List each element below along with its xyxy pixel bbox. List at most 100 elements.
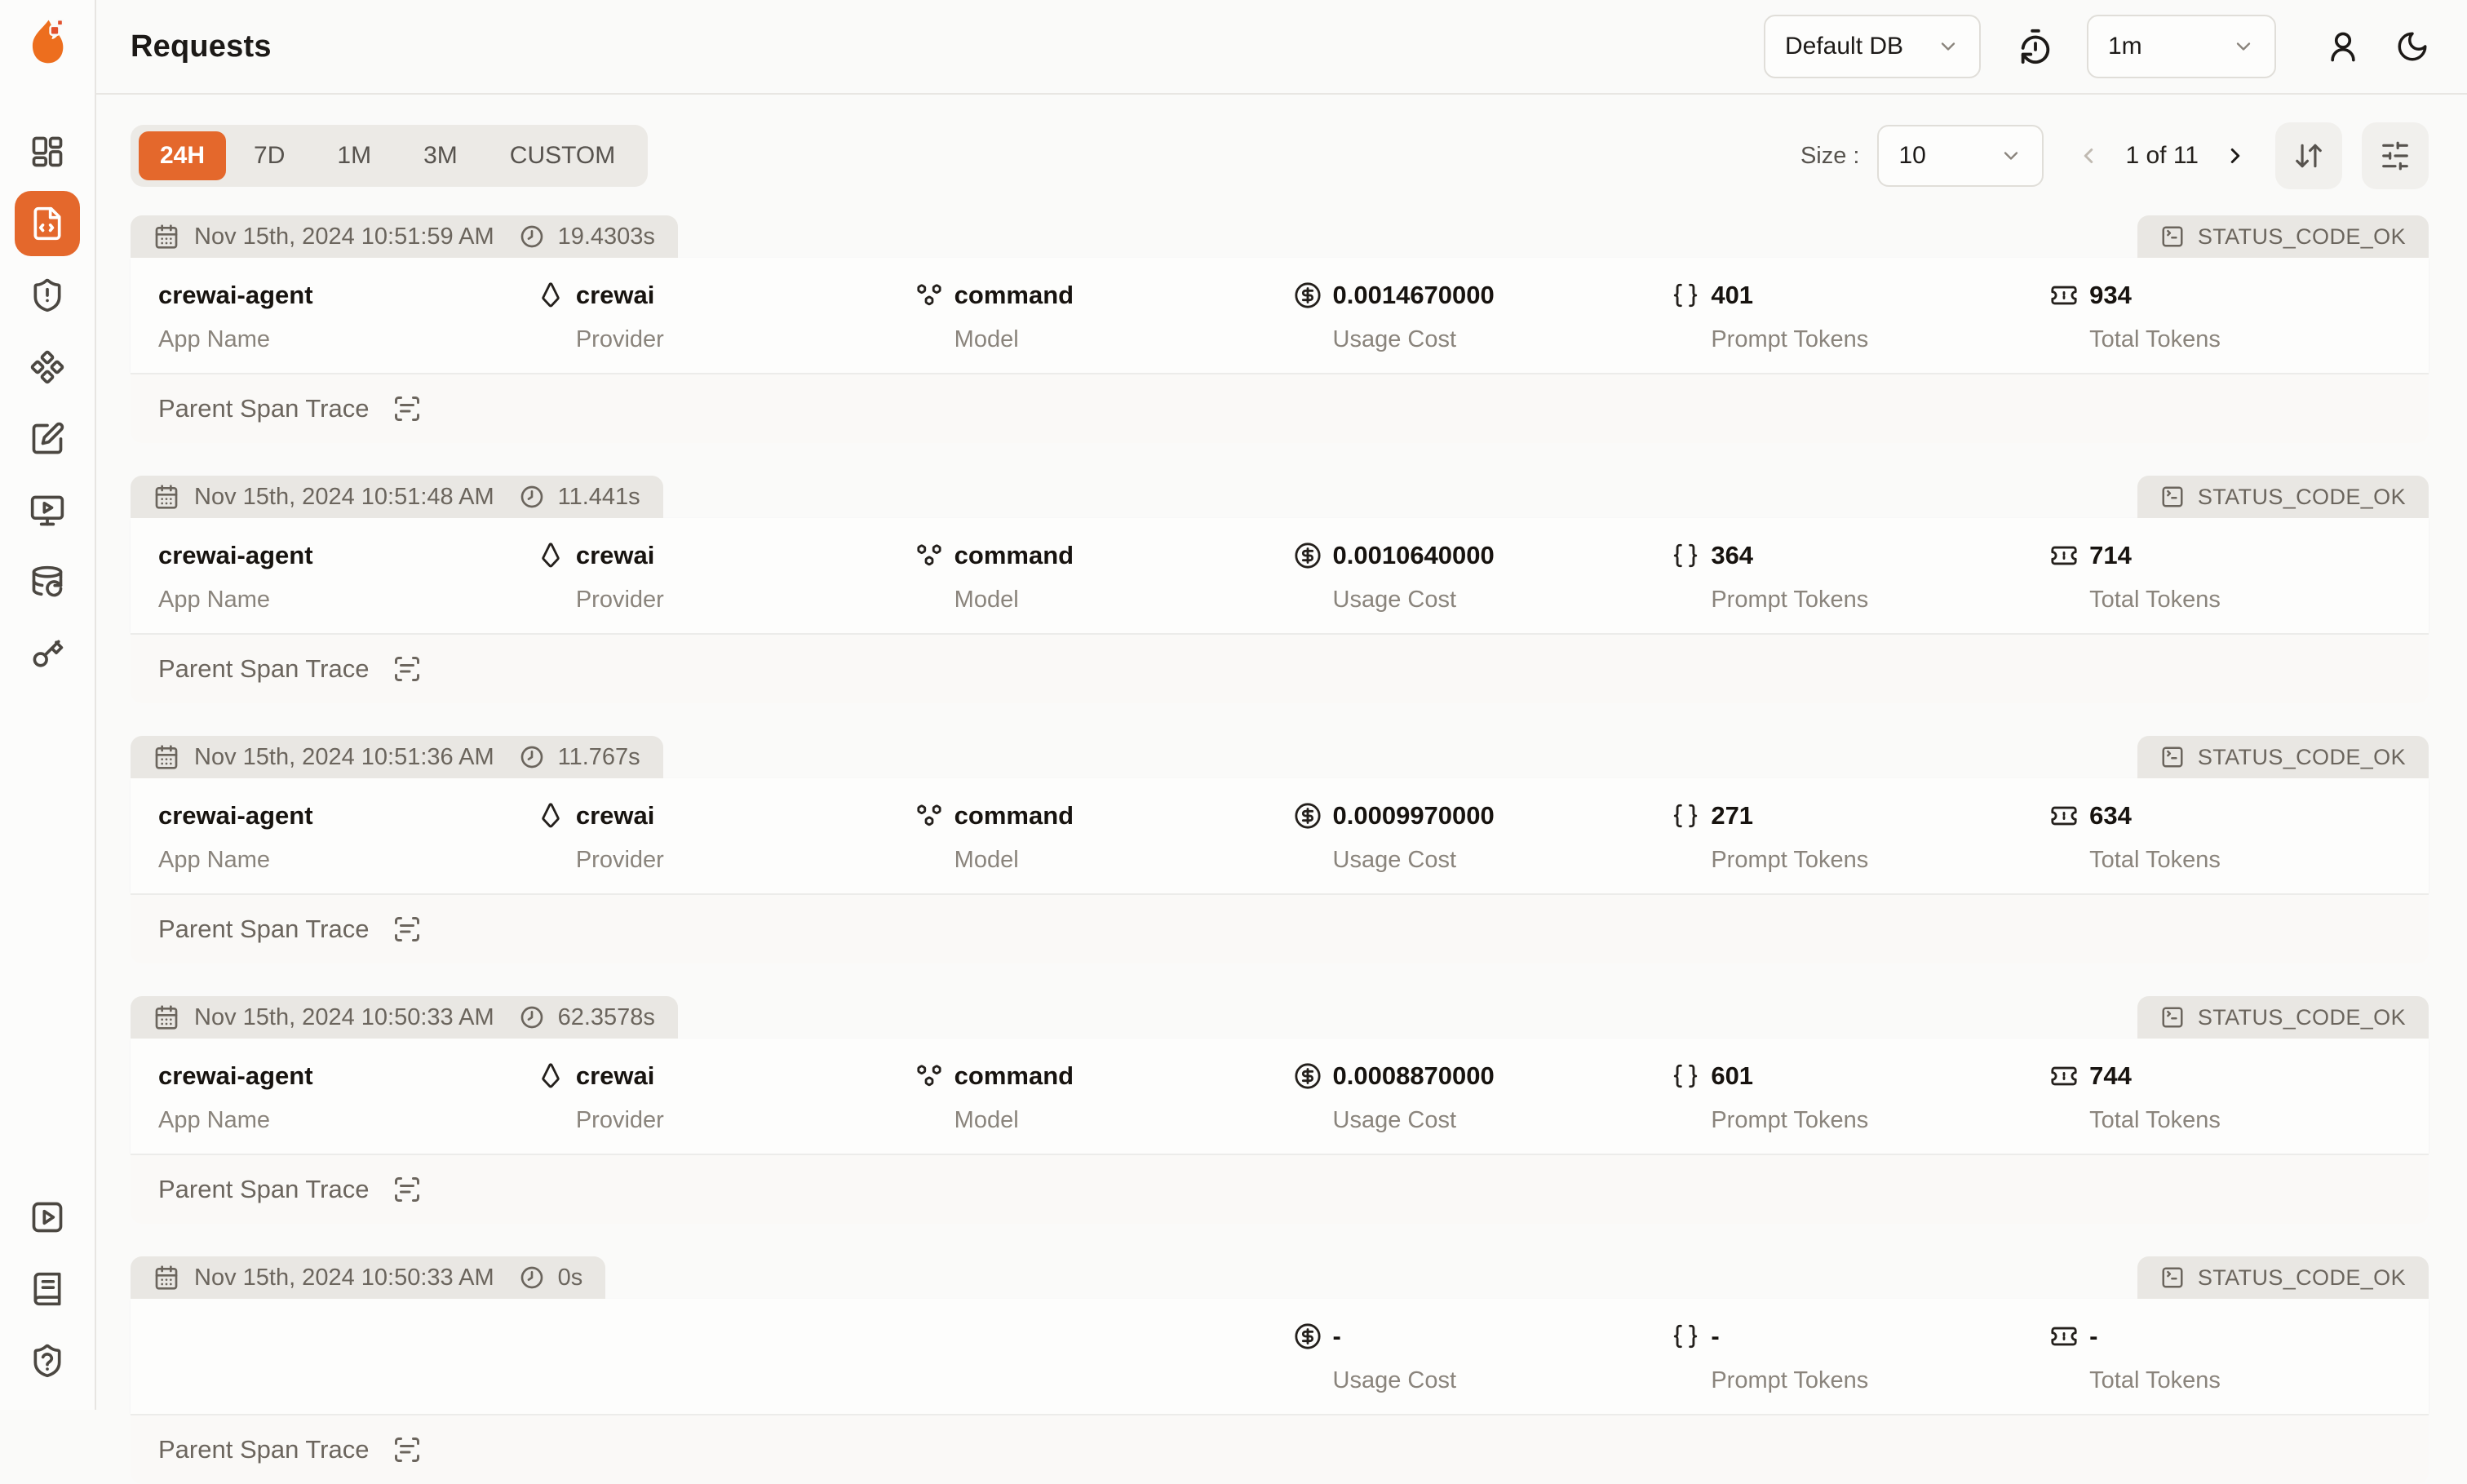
sidebar-item-documentation[interactable] [15, 1253, 80, 1325]
sidebar-item-api-keys[interactable] [15, 618, 80, 690]
page-size-label: Size : [1800, 142, 1860, 169]
request-timestamp-tab: Nov 15th, 2024 10:50:33 AM 62.3578s [131, 996, 678, 1039]
sidebar-item-support[interactable] [15, 1325, 80, 1397]
calendar-icon [153, 1004, 179, 1030]
time-range-custom[interactable]: CUSTOM [509, 142, 616, 169]
parent-span-trace-row: Parent Span Trace [131, 893, 2429, 963]
refresh-interval-value: 1m [2108, 33, 2142, 60]
sort-button[interactable] [2275, 122, 2342, 189]
terminal-icon [2160, 1265, 2198, 1290]
dark-mode-toggle[interactable] [2395, 29, 2429, 64]
chevron-down-icon [1937, 35, 1960, 58]
request-card-body[interactable]: crewai-agent App Name crewai Provider c [131, 518, 2429, 633]
request-timestamp: Nov 15th, 2024 10:50:33 AM [194, 1003, 494, 1030]
parent-span-trace-row: Parent Span Trace [131, 1154, 2429, 1224]
sidebar-item-vault[interactable] [15, 331, 80, 403]
time-range-7d[interactable]: 7D [254, 142, 286, 169]
sidebar-item-playground[interactable] [15, 475, 80, 547]
parent-span-trace-row: Parent Span Trace [131, 373, 2429, 443]
stat-app-name: crewai-agent App Name [158, 801, 537, 874]
braces-icon [1672, 1322, 1699, 1350]
monitor-play-icon [29, 493, 65, 529]
chevron-right-icon [2223, 144, 2248, 168]
stat-label: Model [954, 326, 1019, 352]
request-card-body[interactable]: crewai-agent App Name crewai Provider c [131, 1039, 2429, 1154]
request-card: Nov 15th, 2024 10:51:48 AM 11.441s STATU… [131, 476, 2429, 703]
braces-icon [1672, 281, 1699, 309]
stat-app-name: crewai-agent App Name [158, 1061, 537, 1134]
sidebar-item-dashboard[interactable] [15, 116, 80, 188]
clock-icon [519, 744, 545, 770]
previous-page-button[interactable] [2076, 144, 2101, 168]
refresh-timer-button[interactable] [2017, 28, 2054, 65]
stat-label: Provider [575, 1107, 664, 1133]
request-timestamp-tab: Nov 15th, 2024 10:51:59 AM 19.4303s [131, 215, 678, 258]
sidebar-item-evaluations[interactable] [15, 403, 80, 475]
dashboard-icon [29, 134, 65, 170]
time-range-24h[interactable]: 24H [139, 131, 227, 180]
request-card-body[interactable]: crewai-agent App Name crewai Provider c [131, 778, 2429, 893]
stat-prompt-tokens: - Prompt Tokens [1672, 1322, 2050, 1394]
stat-total-tokens: 744 Total Tokens [2050, 1061, 2429, 1134]
refresh-interval-select[interactable]: 1m [2087, 15, 2276, 78]
stat-value: crewai [575, 1061, 655, 1090]
ticket-icon [2050, 281, 2078, 309]
sidebar-item-getting-started[interactable] [15, 1181, 80, 1253]
calendar-icon [153, 224, 179, 250]
cost-icon [1294, 1062, 1322, 1090]
time-range-1m[interactable]: 1M [337, 142, 372, 169]
trace-scan-icon[interactable] [392, 1435, 422, 1464]
user-icon [2325, 29, 2361, 64]
stat-value: 601 [1711, 1061, 1754, 1090]
stat-model: command Model [915, 281, 1294, 353]
stat-label: Prompt Tokens [1711, 1107, 1869, 1133]
stat-usage-cost: 0.0009970000 Usage Cost [1294, 801, 1672, 874]
filters-button[interactable] [2362, 122, 2429, 189]
stat-provider: crewai Provider [537, 281, 915, 353]
trace-scan-icon[interactable] [392, 1175, 422, 1204]
sidebar [0, 0, 96, 1410]
stat-model: command Model [915, 801, 1294, 874]
chevron-down-icon [2232, 35, 2255, 58]
parent-span-trace-label: Parent Span Trace [158, 1175, 370, 1203]
calendar-icon [153, 484, 179, 510]
parent-span-trace-label: Parent Span Trace [158, 394, 370, 423]
terminal-icon [2160, 224, 2198, 249]
sidebar-item-database-config[interactable] [15, 547, 80, 618]
stat-value: crewai-agent [158, 541, 313, 569]
stat-label: Model [954, 587, 1019, 613]
cost-icon [1294, 542, 1322, 569]
database-select-value: Default DB [1785, 33, 1904, 60]
trace-scan-icon[interactable] [392, 915, 422, 944]
timer-icon [2017, 28, 2054, 65]
stat-label: App Name [158, 326, 271, 352]
stat-value: crewai-agent [158, 1061, 313, 1090]
stat-value: - [2089, 1322, 2098, 1350]
trace-scan-icon[interactable] [392, 654, 422, 684]
user-menu-button[interactable] [2325, 29, 2361, 64]
stat-value: 401 [1711, 281, 1754, 309]
next-page-button[interactable] [2223, 144, 2248, 168]
request-card-body[interactable]: crewai-agent App Name crewai Provider c [131, 258, 2429, 373]
page-size-select[interactable]: 10 [1877, 125, 2044, 187]
stat-prompt-tokens: 364 Prompt Tokens [1672, 541, 2050, 614]
sidebar-item-exceptions[interactable] [15, 259, 80, 331]
status-text: STATUS_CODE_OK [2197, 1265, 2406, 1290]
status-badge: STATUS_CODE_OK [2137, 996, 2429, 1039]
app-logo [22, 16, 73, 70]
stat-label: Total Tokens [2089, 847, 2221, 873]
trace-scan-icon[interactable] [392, 394, 422, 423]
request-list: Nov 15th, 2024 10:51:59 AM 19.4303s STAT… [131, 215, 2429, 1484]
sidebar-item-requests[interactable] [15, 191, 80, 256]
request-timestamp-tab: Nov 15th, 2024 10:50:33 AM 0s [131, 1256, 606, 1299]
cost-icon [1294, 1322, 1322, 1350]
braces-icon [1672, 802, 1699, 830]
stat-value: 0.0014670000 [1332, 281, 1495, 309]
stat-provider: crewai Provider [537, 801, 915, 874]
stat-total-tokens: - Total Tokens [2050, 1322, 2429, 1394]
time-range-3m[interactable]: 3M [423, 142, 458, 169]
stat-value: 634 [2089, 801, 2132, 830]
stat-prompt-tokens: 401 Prompt Tokens [1672, 281, 2050, 353]
database-select[interactable]: Default DB [1764, 15, 1981, 78]
request-card-body[interactable]: App Name Provider Model [131, 1299, 2429, 1414]
